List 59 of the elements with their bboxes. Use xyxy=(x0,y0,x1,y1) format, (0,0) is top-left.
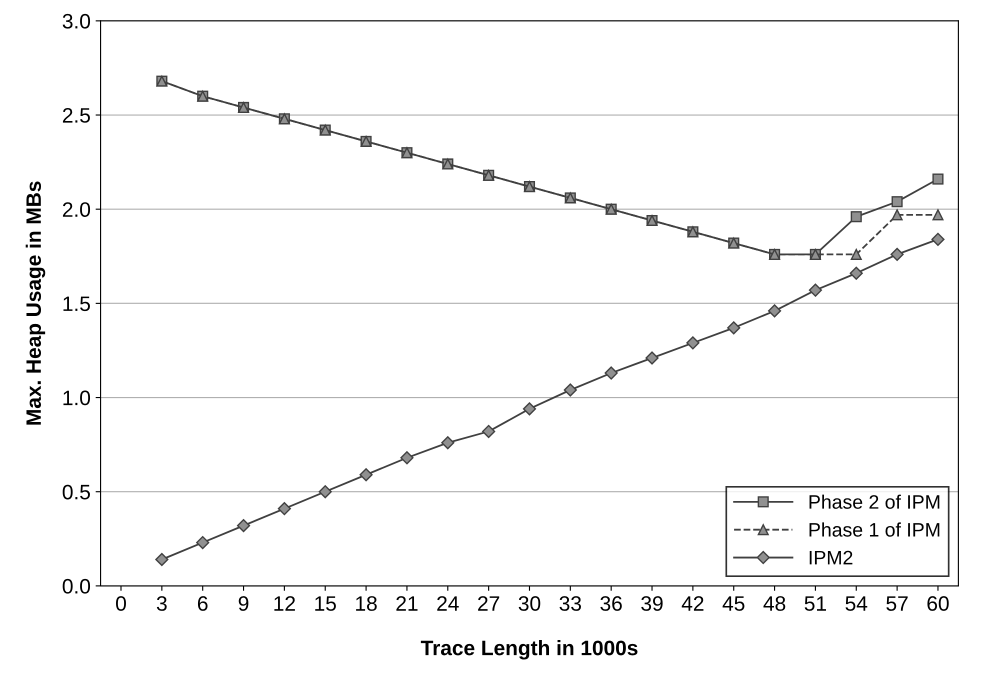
point xyxy=(564,383,577,397)
x-tick-label: 0 xyxy=(116,596,126,611)
point xyxy=(196,536,210,550)
point xyxy=(686,336,700,350)
point xyxy=(236,519,250,532)
y-tick-label: 3.0 xyxy=(62,14,90,29)
x-tick-label: 30 xyxy=(518,596,540,611)
x-tick-label: 42 xyxy=(682,596,704,611)
x-tick-label: 33 xyxy=(560,596,581,611)
point xyxy=(808,284,822,297)
point xyxy=(892,209,903,220)
point xyxy=(850,266,863,280)
point xyxy=(278,502,291,516)
point xyxy=(645,351,659,365)
y-tick-label: 0.5 xyxy=(62,484,90,500)
x-tick-label: 3 xyxy=(156,596,167,611)
point xyxy=(318,485,332,498)
y-tick-label: 1.5 xyxy=(63,296,90,312)
x-tick-label: 6 xyxy=(198,596,208,611)
point xyxy=(400,451,414,464)
legend-label: Phase 2 of IPM xyxy=(810,494,940,509)
point xyxy=(482,424,496,438)
x-tick-label: 45 xyxy=(722,596,744,611)
point xyxy=(522,402,536,416)
x-tick-label: 18 xyxy=(356,596,377,611)
point xyxy=(892,196,903,208)
x-tick-label: 48 xyxy=(763,596,786,611)
point xyxy=(155,552,168,566)
point xyxy=(441,436,454,450)
x-tick-label: 39 xyxy=(641,596,663,611)
x-tick-label: 54 xyxy=(846,596,868,611)
point xyxy=(768,304,782,318)
y-tick-label: 2.5 xyxy=(62,108,90,123)
point xyxy=(890,248,904,261)
x-tick-label: 27 xyxy=(478,596,500,611)
point xyxy=(931,232,945,246)
x-tick-label: 15 xyxy=(315,596,336,611)
point xyxy=(727,321,740,334)
point xyxy=(850,211,862,222)
x-tick-label: 36 xyxy=(600,596,622,611)
point xyxy=(850,248,862,260)
y-tick-label: 1.0 xyxy=(63,390,90,406)
x-tick-label: 57 xyxy=(886,596,908,611)
point xyxy=(932,174,944,185)
x-tick-label: 24 xyxy=(437,596,459,611)
x-tick-label: 9 xyxy=(238,596,248,611)
point xyxy=(932,209,944,220)
y-tick-label: 0.0 xyxy=(62,578,90,594)
x-tick-label: 21 xyxy=(396,596,418,611)
x-tick-label: 60 xyxy=(927,596,949,611)
x-tick-label: 51 xyxy=(804,596,826,611)
legend-label: Phase 1 of IPM xyxy=(810,522,940,537)
x-axis-title: Trace Length in 1000s xyxy=(420,640,638,660)
y-axis-title: Max. Heap Usage in MBs xyxy=(26,181,46,425)
legend-label: IPM2 xyxy=(810,550,852,564)
x-tick-label: 12 xyxy=(274,596,295,611)
y-tick-label: 2.0 xyxy=(62,202,90,217)
point xyxy=(360,468,373,482)
point xyxy=(604,366,618,380)
